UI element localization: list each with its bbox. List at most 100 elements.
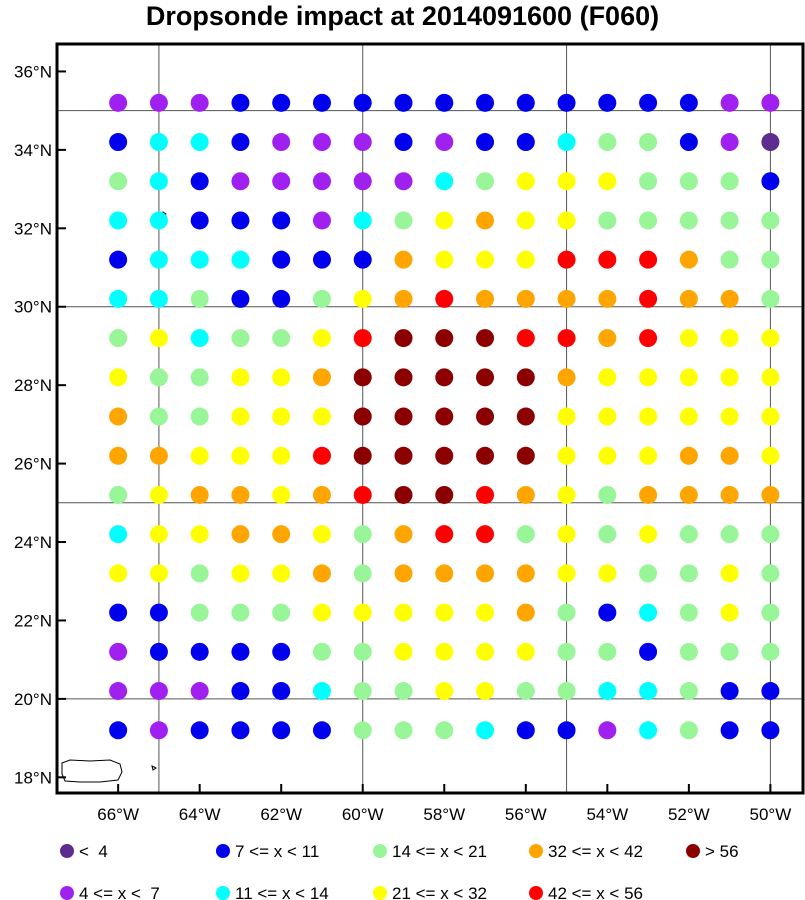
data-point [476, 525, 495, 544]
data-point [679, 368, 698, 387]
data-point [149, 368, 168, 387]
data-point [435, 329, 454, 348]
data-point [394, 525, 413, 544]
data-point [149, 682, 168, 701]
data-point [720, 485, 739, 504]
data-point [761, 682, 780, 701]
data-point [639, 642, 658, 661]
data-point [312, 289, 331, 308]
data-point [516, 329, 535, 348]
data-point [312, 93, 331, 112]
data-point [639, 485, 658, 504]
data-point [312, 682, 331, 701]
data-point [272, 93, 291, 112]
data-point [598, 211, 617, 230]
data-point [516, 172, 535, 191]
data-point [353, 682, 372, 701]
data-point [516, 603, 535, 622]
data-point [598, 564, 617, 583]
data-point [190, 211, 209, 230]
data-point [476, 407, 495, 426]
data-point [598, 485, 617, 504]
data-point [109, 289, 128, 308]
data-point [312, 446, 331, 465]
data-point [190, 329, 209, 348]
data-point [761, 329, 780, 348]
data-point [190, 172, 209, 191]
data-point [476, 721, 495, 740]
legend-marker [373, 886, 387, 900]
data-point [312, 250, 331, 269]
data-point [190, 446, 209, 465]
data-point [598, 329, 617, 348]
data-point [639, 289, 658, 308]
data-point [557, 329, 576, 348]
y-tick-label: 36°N [14, 62, 52, 81]
data-point [231, 329, 250, 348]
data-point [598, 93, 617, 112]
data-point [109, 368, 128, 387]
data-point [190, 93, 209, 112]
data-point [720, 289, 739, 308]
data-point [435, 525, 454, 544]
data-point [476, 211, 495, 230]
data-point [231, 211, 250, 230]
data-point [353, 525, 372, 544]
legend-label: 42 <= x < 56 [548, 884, 643, 900]
x-tick-label: 62°W [260, 805, 302, 824]
y-tick-label: 30°N [14, 298, 52, 317]
data-point [109, 446, 128, 465]
data-point [394, 721, 413, 740]
data-point [720, 211, 739, 230]
data-point [394, 603, 413, 622]
data-point [516, 721, 535, 740]
data-point [435, 289, 454, 308]
data-point [231, 446, 250, 465]
data-point [761, 93, 780, 112]
legend-label: 32 <= x < 42 [548, 842, 643, 861]
data-point [190, 250, 209, 269]
data-point [190, 525, 209, 544]
data-point [149, 289, 168, 308]
data-point [639, 329, 658, 348]
data-point [272, 407, 291, 426]
data-point [272, 211, 291, 230]
data-point [435, 564, 454, 583]
data-point [272, 329, 291, 348]
data-point [679, 329, 698, 348]
data-point [272, 682, 291, 701]
data-point [312, 172, 331, 191]
data-point [639, 446, 658, 465]
data-point [720, 250, 739, 269]
data-point [109, 642, 128, 661]
data-point [272, 485, 291, 504]
data-point [598, 250, 617, 269]
data-point [190, 564, 209, 583]
data-point [190, 289, 209, 308]
data-point [679, 133, 698, 152]
data-point [190, 642, 209, 661]
data-point [761, 407, 780, 426]
data-point [435, 93, 454, 112]
legend-label: 14 <= x < 21 [392, 842, 487, 861]
data-point [353, 407, 372, 426]
data-point [598, 172, 617, 191]
data-point [516, 446, 535, 465]
data-point [353, 485, 372, 504]
data-point [516, 289, 535, 308]
x-tick-label: 50°W [750, 805, 792, 824]
data-point [312, 525, 331, 544]
x-tick-label: 56°W [505, 805, 547, 824]
data-point [190, 407, 209, 426]
data-point [353, 329, 372, 348]
data-point [394, 446, 413, 465]
data-point [190, 485, 209, 504]
data-point [598, 525, 617, 544]
data-point [679, 642, 698, 661]
data-point [679, 172, 698, 191]
data-point [476, 485, 495, 504]
legend-marker [529, 844, 543, 858]
data-point [720, 93, 739, 112]
data-point [598, 289, 617, 308]
data-point [679, 603, 698, 622]
